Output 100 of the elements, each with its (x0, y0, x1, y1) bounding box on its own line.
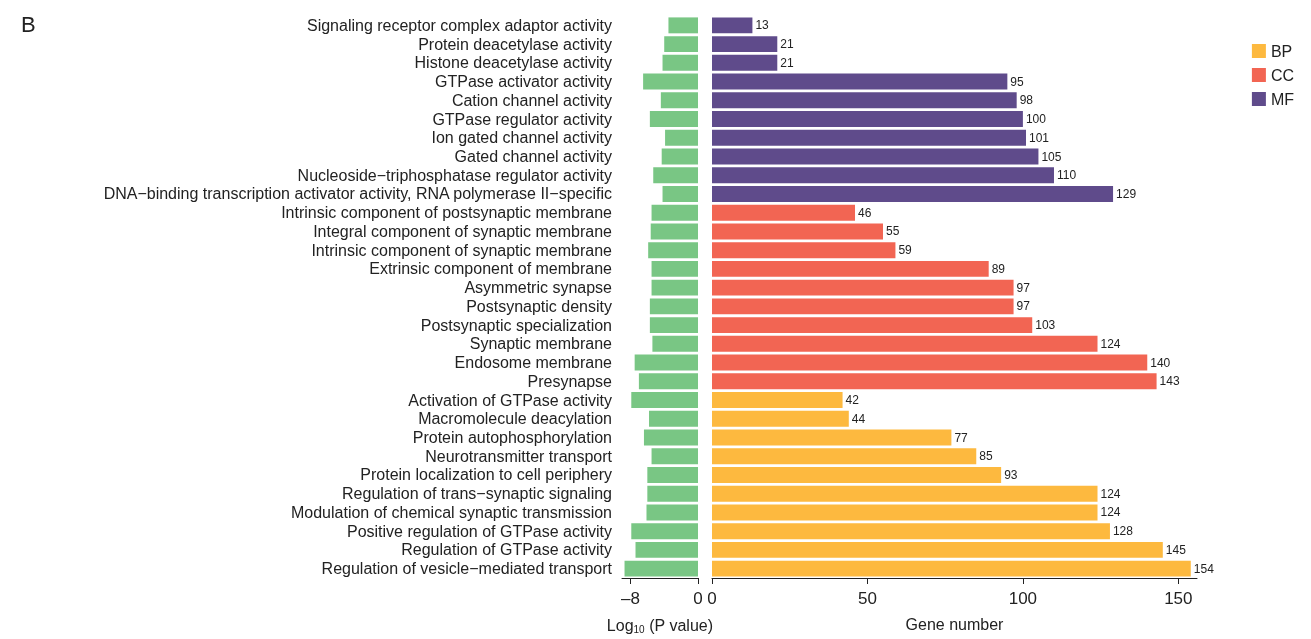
bar (712, 186, 1114, 202)
bar (712, 148, 1039, 165)
bar (712, 17, 753, 34)
legend-label: CC (1270, 66, 1294, 84)
data-label: 46 (858, 205, 872, 220)
data-label: 124 (1100, 336, 1121, 351)
bar (712, 92, 1017, 109)
data-label: 97 (1016, 280, 1031, 295)
y-tick-label: Gated channel activity (454, 148, 612, 165)
y-tick-label: Regulation of GTPase activity (401, 541, 612, 559)
y-tick-label: Postsynaptic density (466, 297, 612, 315)
y-tick-label: GTPase regulator activity (432, 110, 612, 128)
x-tick-label: 0 (693, 589, 703, 608)
bar (712, 54, 778, 71)
bar (712, 167, 1054, 184)
data-label: 129 (1116, 186, 1137, 201)
y-tick-label: Cation channel activity (451, 91, 612, 109)
data-label: 42 (845, 393, 860, 408)
y-tick-label: Ion gated channel activity (431, 129, 612, 147)
data-label: 124 (1100, 486, 1121, 501)
bar (712, 560, 1191, 577)
data-label: 89 (991, 261, 1006, 276)
bar (712, 523, 1110, 540)
bar (712, 260, 989, 277)
data-label: 100 (1025, 112, 1047, 127)
bar (712, 541, 1163, 558)
x-axis-title: Gene number (905, 615, 1005, 633)
data-label: 110 (1056, 168, 1077, 183)
bar (712, 111, 1023, 127)
y-tick-label: Regulation of trans−synaptic signaling (342, 485, 612, 503)
bar (712, 204, 856, 221)
y-tick-label: Endosome membrane (454, 354, 613, 372)
bar (712, 298, 1014, 315)
data-label: 77 (954, 430, 969, 445)
y-tick-label: Protein deacetylase activity (418, 35, 612, 53)
bar (712, 223, 883, 240)
data-label: 55 (885, 224, 900, 239)
data-label: 128 (1112, 524, 1134, 539)
y-tick-label: Postsynaptic specialization (420, 316, 612, 334)
data-label: 140 (1150, 355, 1171, 370)
bar (712, 373, 1157, 390)
data-label: 101 (1029, 130, 1050, 145)
data-label: 13 (755, 18, 770, 33)
data-label: 95 (1010, 74, 1025, 89)
x-tick-label: 150 (1164, 589, 1193, 608)
x-tick-label: 50 (857, 589, 877, 608)
data-label: 85 (979, 449, 993, 464)
bar (712, 242, 896, 259)
data-label: 98 (1019, 93, 1034, 108)
data-label: 103 (1035, 318, 1056, 333)
y-tick-label: Macromolecule deacylation (418, 410, 612, 428)
bar (712, 279, 1014, 296)
y-tick-label: Modulation of chemical synaptic transmission (290, 503, 612, 521)
y-tick-label: Intrinsic component of synaptic membrane (311, 241, 613, 259)
data-label: 124 (1100, 505, 1121, 520)
bar (712, 448, 977, 465)
data-label: 21 (780, 37, 794, 52)
y-tick-label: Protein autophosphorylation (412, 429, 612, 446)
y-tick-label: Protein localization to cell periphery (360, 466, 612, 484)
y-tick-label: Nucleoside−triphosphatase regulator activity (297, 166, 612, 184)
bar (712, 317, 1033, 334)
bar (712, 429, 952, 446)
bar (712, 467, 1002, 483)
bar (712, 129, 1027, 146)
data-label: 44 (851, 411, 866, 426)
y-tick-label: Synaptic membrane (469, 335, 613, 353)
y-tick-label: Histone deacetylase activity (414, 54, 612, 72)
bar (712, 410, 849, 427)
legend-label: MF (1270, 90, 1295, 108)
x-tick-label: 100 (1008, 589, 1038, 608)
y-tick-label: Regulation of vesicle−mediated transport (321, 560, 613, 578)
x-tick-label: –8 (620, 589, 640, 608)
y-tick-label: GTPase activator activity (435, 73, 612, 91)
y-tick-label: Asymmetric synapse (464, 279, 613, 297)
data-label: 21 (780, 55, 794, 70)
bar (712, 504, 1098, 521)
bar (712, 392, 843, 408)
data-label: 154 (1193, 561, 1215, 576)
x-tick-label: 0 (707, 589, 717, 608)
data-label: 97 (1016, 299, 1031, 314)
data-label: 143 (1159, 374, 1180, 389)
y-tick-label: Neurotransmitter transport (425, 447, 613, 465)
data-label: 145 (1165, 542, 1187, 557)
bar (712, 485, 1098, 502)
bar (712, 36, 778, 53)
y-tick-label: Signaling receptor complex adaptor activity (306, 16, 612, 34)
y-tick-label: DNA−binding transcription activator activity, RNA polymerase II−specific (103, 185, 612, 203)
y-tick-label: Activation of GTPase activity (408, 391, 612, 409)
data-label: 93 (1004, 467, 1018, 482)
y-tick-label: Extrinsic component of membrane (369, 260, 613, 278)
text: B (21, 11, 36, 37)
legend-label: BP (1270, 42, 1293, 60)
y-tick-label: Integral component of synaptic membrane (313, 222, 613, 240)
bar (712, 73, 1008, 90)
y-tick-label: Presynapse (527, 372, 613, 390)
data-label: 59 (898, 243, 913, 258)
data-label: 105 (1041, 149, 1062, 164)
y-tick-label: Positive regulation of GTPase activity (346, 522, 612, 540)
bar (712, 354, 1148, 371)
y-tick-label: Intrinsic component of postsynaptic membrane (281, 204, 613, 222)
